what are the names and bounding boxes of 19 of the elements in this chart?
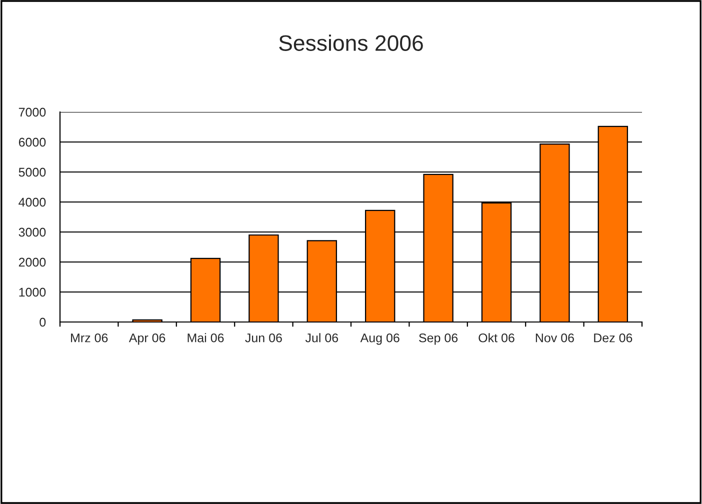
x-tick-label: Jun 06 [245,333,282,342]
x-tick-label: Mrz 06 [71,333,108,342]
y-tick-label: 2000 [18,258,46,267]
x-tick-label: Sep 06 [419,333,458,345]
y-tick-label: 4000 [18,198,46,207]
x-tick-label: Aug 06 [360,333,400,345]
y-tick-label: 7000 [18,108,46,117]
y-tick-label: 3000 [18,228,46,237]
y-tick-label: 6000 [18,138,46,147]
x-tick-label: Jul 06 [305,333,338,342]
chart-title: Sessions 2006 [279,34,423,51]
x-tick-label: Mai 06 [188,333,224,342]
y-tick-label: 5000 [18,168,46,177]
y-tick-label: 1000 [19,288,46,297]
x-tick-label: Okt 06 [478,333,514,342]
x-tick-label: Apr 06 [128,333,166,345]
y-tick-label: 0 [40,318,46,327]
x-tick-label: Nov 06 [536,333,574,342]
x-tick-label: Dez 06 [594,333,632,342]
